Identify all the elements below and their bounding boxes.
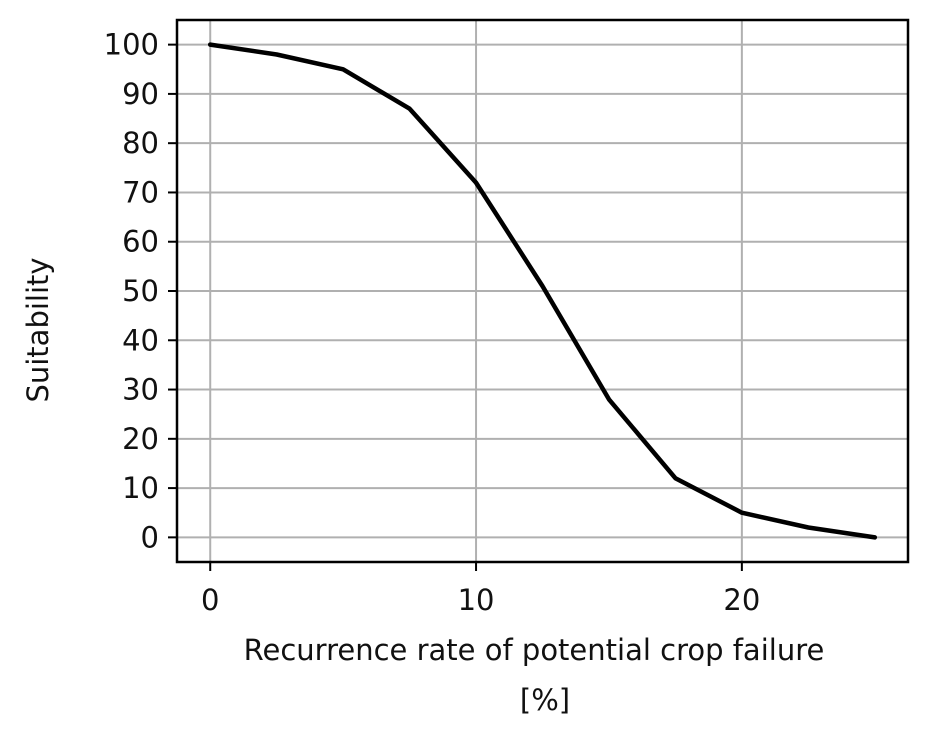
y-tick-label: 50	[122, 274, 159, 308]
y-tick-label: 30	[122, 373, 159, 407]
x-tick-label: 0	[201, 583, 219, 617]
y-tick-label: 70	[122, 175, 159, 209]
grid	[177, 20, 908, 562]
series-layer	[207, 42, 878, 540]
y-tick-label: 100	[104, 28, 159, 62]
y-tick-label: 40	[122, 323, 159, 357]
y-axis-title: Suitability	[21, 257, 55, 402]
x-axis-title-line-2: [%]	[520, 683, 570, 717]
x-axis-title-line-1: Recurrence rate of potential crop failur…	[244, 633, 825, 667]
series-line	[207, 42, 878, 540]
y-tick-label: 60	[122, 225, 159, 259]
y-axis: 0 10 20 30 40 50 60 70 80 90 100	[104, 28, 177, 554]
y-tick-label: 10	[122, 471, 159, 505]
y-tick-label: 0	[141, 520, 159, 554]
x-tick-label: 20	[723, 583, 760, 617]
x-tick-label: 10	[458, 583, 495, 617]
y-tick-label: 90	[122, 77, 159, 111]
y-tick-label: 80	[122, 126, 159, 160]
x-axis: 0 10 20	[201, 562, 760, 617]
y-tick-label: 20	[122, 422, 159, 456]
